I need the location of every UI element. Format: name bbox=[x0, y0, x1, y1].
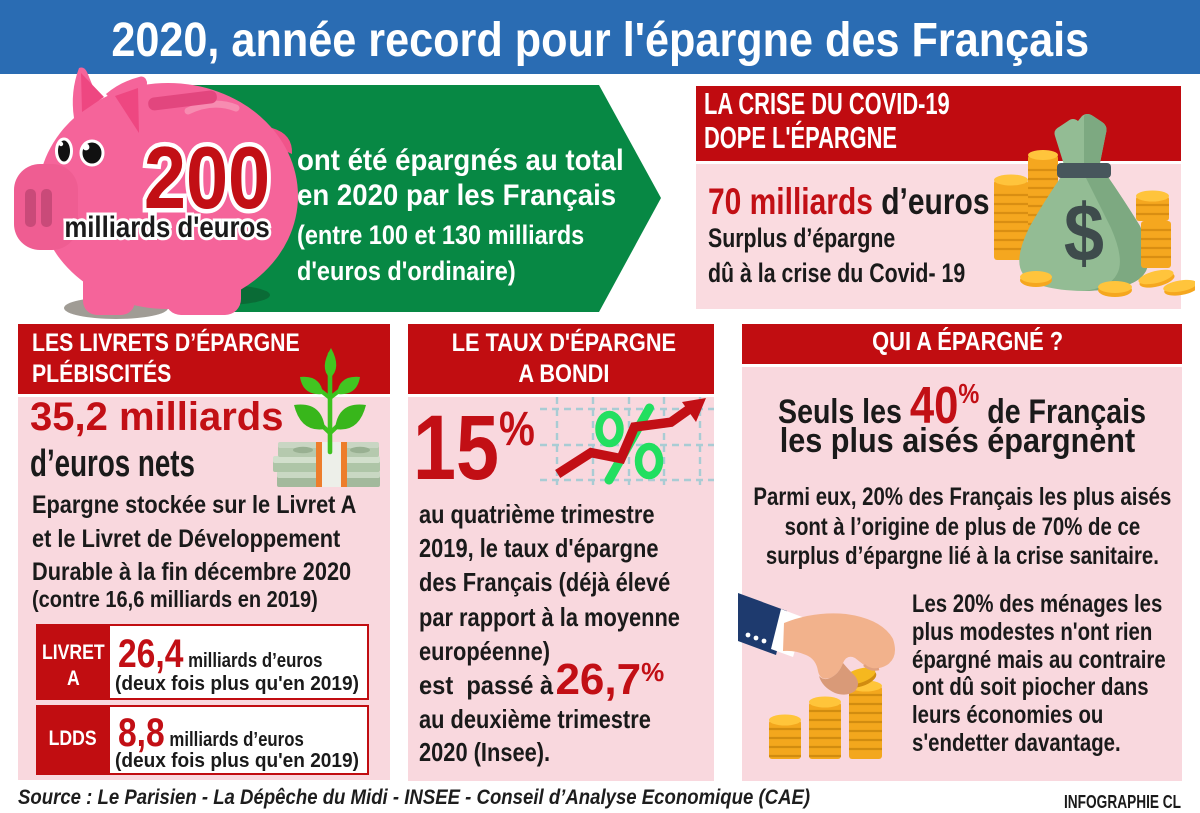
svg-text:milliards d'euros: milliards d'euros bbox=[64, 210, 269, 243]
svg-text:$: $ bbox=[1064, 188, 1104, 279]
svg-text:200: 200 bbox=[144, 130, 270, 228]
